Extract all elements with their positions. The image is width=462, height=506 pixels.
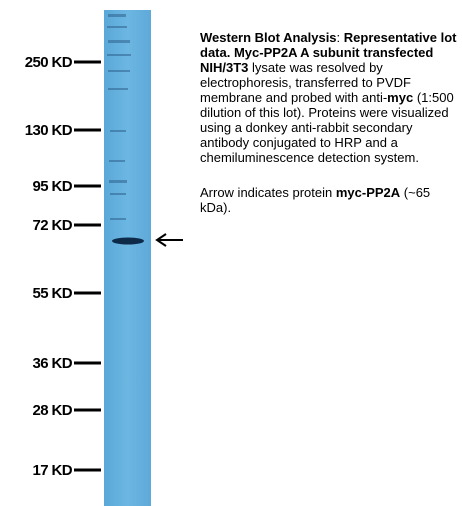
caption-text: Western Blot Analysis	[200, 30, 337, 45]
protein-band	[112, 238, 144, 245]
marker-label: 250 KD	[25, 54, 73, 71]
marker-label: 95 KD	[32, 178, 72, 195]
marker-label: 72 KD	[32, 217, 72, 234]
page: 250 KD 130 KD 95 KD 72 KD 55 KD 36 KD 28 KD 17 …	[0, 0, 462, 506]
marker-label: 130 KD	[25, 122, 73, 139]
marker-label: 28 KD	[32, 402, 72, 419]
arrow	[157, 234, 183, 246]
caption: Western Blot Analysis: Representative lo…	[200, 30, 458, 235]
caption-paragraph: Arrow indicates protein myc-PP2A (~65 kD…	[200, 185, 458, 215]
marker-label: 55 KD	[32, 285, 72, 302]
marker-label: 17 KD	[32, 462, 72, 479]
blot-figure: 250 KD 130 KD 95 KD 72 KD 55 KD 36 KD 28 KD 17 …	[0, 0, 200, 506]
caption-text: myc-PP2A	[336, 185, 400, 200]
marker-label: 36 KD	[32, 355, 72, 372]
marker-ladder: 250 KD 130 KD 95 KD 72 KD 55 KD 36 KD 28 KD 17 …	[25, 54, 101, 479]
caption-text: :	[337, 30, 344, 45]
caption-text: Arrow indicates protein	[200, 185, 336, 200]
caption-paragraph: Western Blot Analysis: Representative lo…	[200, 30, 458, 165]
blot-lane	[104, 10, 151, 506]
caption-text: myc	[387, 90, 413, 105]
